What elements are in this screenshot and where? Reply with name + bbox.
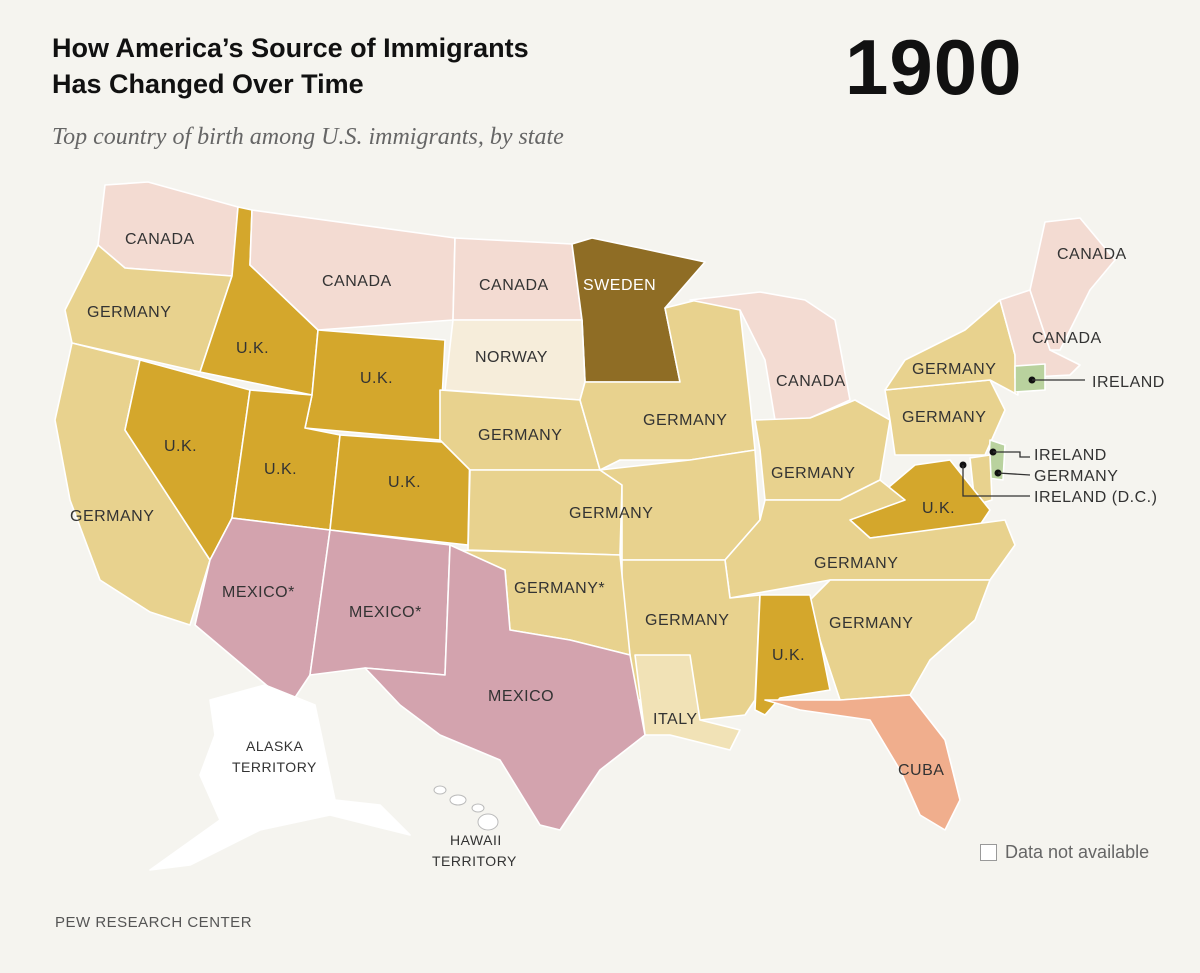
state-new-york bbox=[884, 299, 1019, 396]
label-alabama: U.K. bbox=[772, 647, 805, 664]
label-florida: CUBA bbox=[898, 762, 944, 779]
state-alaska bbox=[149, 684, 411, 871]
label-nebraska: GERMANY bbox=[478, 427, 562, 444]
label-wyoming: U.K. bbox=[360, 370, 393, 387]
label-michigan: CANADA bbox=[776, 373, 846, 390]
state-kansas bbox=[467, 469, 623, 556]
label-montana: CANADA bbox=[322, 273, 392, 290]
state-louisiana bbox=[634, 654, 741, 751]
label-new-england: CANADA bbox=[1032, 330, 1102, 347]
label-new-york: GERMANY bbox=[912, 361, 996, 378]
label-north-dakota: CANADA bbox=[479, 277, 549, 294]
label-virginia: U.K. bbox=[922, 500, 955, 517]
label-utah: U.K. bbox=[264, 461, 297, 478]
label-minnesota: SWEDEN bbox=[583, 277, 656, 294]
label-texas: MEXICO bbox=[488, 688, 554, 705]
label-carolinas-georgia: GERMANY bbox=[829, 615, 913, 632]
hawaii-islands bbox=[433, 785, 499, 831]
label-california: GERMANY bbox=[70, 508, 154, 525]
label-south-dakota: NORWAY bbox=[475, 349, 548, 366]
label-arkansas-mississippi: GERMANY bbox=[645, 612, 729, 629]
label-maine: CANADA bbox=[1057, 246, 1127, 263]
callout-leader-lines bbox=[959, 376, 1085, 497]
state-texas bbox=[364, 544, 646, 831]
title-line-2: Has Changed Over Time bbox=[52, 69, 364, 99]
state-florida bbox=[764, 694, 961, 831]
label-louisiana: ITALY bbox=[653, 711, 698, 728]
label-pennsylvania: GERMANY bbox=[902, 409, 986, 426]
label-connecticut: IRELAND bbox=[1092, 374, 1165, 391]
label-hawaii-line1: HAWAII bbox=[450, 832, 502, 848]
label-idaho: U.K. bbox=[236, 340, 269, 357]
legend: Data not available bbox=[980, 842, 1149, 863]
label-oklahoma: GERMANY* bbox=[514, 580, 605, 597]
state-michigan bbox=[689, 291, 851, 421]
state-iowa-wisconsin bbox=[579, 297, 756, 471]
label-ohio-indiana: GERMANY bbox=[771, 465, 855, 482]
legend-swatch-not-available bbox=[980, 844, 997, 861]
label-nevada: U.K. bbox=[164, 438, 197, 455]
chart-subtitle: Top country of birth among U.S. immigran… bbox=[52, 124, 564, 150]
state-alabama bbox=[754, 594, 831, 716]
state-carolinas-georgia bbox=[809, 579, 991, 701]
year-label: 1900 bbox=[845, 23, 1023, 111]
label-arizona: MEXICO* bbox=[222, 584, 295, 601]
label-colorado: U.K. bbox=[388, 474, 421, 491]
label-alaska-line2: TERRITORY bbox=[232, 759, 317, 775]
label-alaska-line1: ALASKA bbox=[246, 738, 304, 754]
label-dc: IRELAND (D.C.) bbox=[1034, 489, 1157, 506]
legend-label: Data not available bbox=[1005, 842, 1150, 862]
title-line-1: How America’s Source of Immigrants bbox=[52, 33, 529, 63]
source-credit: PEW RESEARCH CENTER bbox=[55, 914, 253, 931]
state-maine bbox=[1029, 217, 1116, 351]
label-kentucky-tennessee: GERMANY bbox=[814, 555, 898, 572]
label-hawaii-line2: TERRITORY bbox=[432, 853, 517, 869]
label-new-jersey: IRELAND bbox=[1034, 447, 1107, 464]
label-kansas: GERMANY bbox=[569, 505, 653, 522]
chart-title: How America’s Source of Immigrants Has C… bbox=[52, 30, 652, 102]
label-delaware: GERMANY bbox=[1034, 468, 1118, 485]
label-oregon: GERMANY bbox=[87, 304, 171, 321]
label-iowa-wisconsin: GERMANY bbox=[643, 412, 727, 429]
label-new-mexico: MEXICO* bbox=[349, 604, 422, 621]
state-new-mexico bbox=[309, 529, 451, 676]
state-wyoming bbox=[304, 329, 446, 441]
state-montana bbox=[249, 209, 456, 331]
label-washington: CANADA bbox=[125, 231, 195, 248]
